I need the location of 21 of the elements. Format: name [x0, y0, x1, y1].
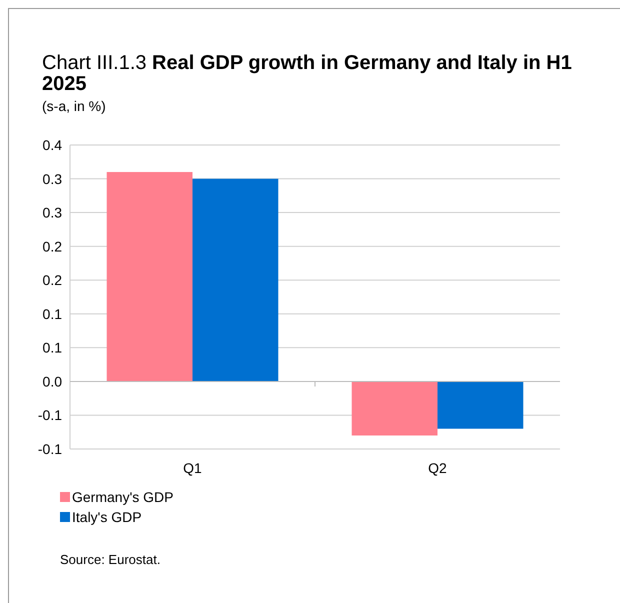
y-tick-label: 0.4 — [42, 137, 62, 153]
y-tick-label: -0.1 — [38, 441, 62, 457]
bar — [438, 381, 524, 429]
x-tick-label: Q1 — [183, 460, 202, 476]
y-tick-label: 0.2 — [42, 238, 62, 254]
y-tick-label: 0.1 — [42, 306, 62, 322]
chart-subtitle: (s-a, in %) — [42, 98, 106, 114]
y-tick-label: 0.3 — [42, 204, 62, 221]
chart-title: Chart III.1.3 Real GDP growth in Germany and Italy in H1 2025 — [42, 52, 572, 95]
bar — [352, 381, 438, 436]
legend-label: Italy's GDP — [72, 509, 142, 525]
y-tick-label: 0.1 — [42, 340, 62, 356]
y-tick-label: 0.3 — [42, 170, 62, 187]
legend-label: Germany's GDP — [72, 489, 174, 505]
x-tick-label: Q2 — [428, 460, 448, 476]
source-note: Source: Eurostat. — [60, 552, 160, 567]
y-tick-label: -0.1 — [38, 407, 62, 424]
y-tick-label: 0.0 — [42, 373, 62, 390]
bar — [106, 172, 192, 382]
bar — [192, 178, 278, 382]
y-tick-label: 0.2 — [42, 272, 62, 288]
